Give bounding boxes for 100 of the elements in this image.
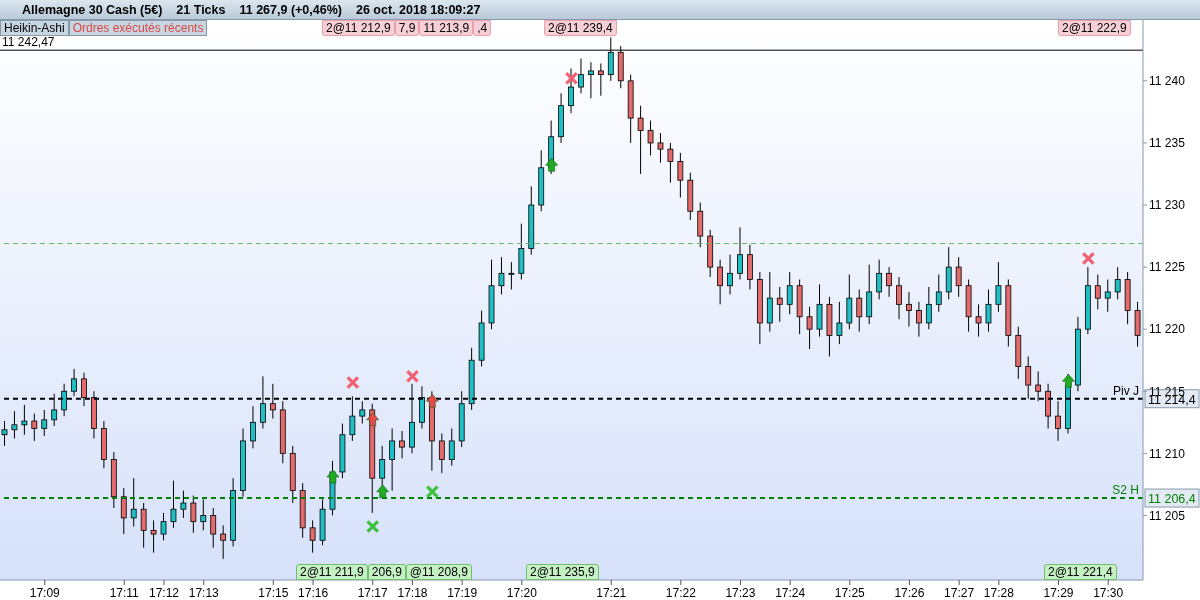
candlestick [11,410,18,439]
candlestick [717,259,724,305]
chart-title: Allemagne 30 Cash (5€) [22,2,163,17]
x-tick-label: 17:24 [775,586,806,600]
x-tick-label: 17:09 [29,586,61,600]
point [406,370,419,383]
candlestick [727,254,733,295]
ref-line-label: 11 242,47 [2,35,55,50]
candlestick [359,400,366,425]
annotation: 2@11 235,9 [526,564,599,580]
annotation: ,4 [473,20,492,36]
candlestick [896,276,902,320]
annotation: Heikin-Ashi [0,20,69,36]
candlestick [737,226,743,281]
x-tick-label: 17:18 [397,586,428,600]
y-tick-label: 11 220 [1149,322,1186,337]
point [376,484,389,499]
x-tick-label: 17:16 [298,586,329,600]
candlestick [647,120,654,156]
candlestick [588,61,594,99]
candlestick [170,480,177,529]
candlestick [667,142,674,184]
candlestick [916,301,922,338]
candlestick [379,445,386,487]
candlestick [498,256,505,295]
point [346,376,360,389]
point [1082,252,1095,265]
candlestick [637,105,644,175]
ref-line-label: Piv J [1112,383,1139,398]
x-tick-label: 17:20 [506,586,538,600]
annotation: 2@11 222,9 [1058,20,1131,36]
x-tick-label: 17:11 [109,586,140,600]
candlestick [438,432,445,474]
candlestick [568,67,574,114]
x-tick-label: 17:30 [1093,586,1124,600]
candlestick [71,368,77,397]
candlestick [220,524,227,560]
ref-line-label: S2 H [1112,483,1139,498]
x-tick-label: 17:29 [1043,586,1074,600]
candlestick [786,271,793,315]
x-tick-label: 17:23 [725,586,756,600]
annotation: 2@11 239,4 [544,20,617,36]
point [565,72,578,85]
candlestick [985,288,992,333]
candlestick [120,487,127,535]
annotation: 7,9 [394,20,420,36]
candlestick [41,409,48,437]
candlestick [389,428,396,492]
y-tick-label: 11 210 [1149,446,1186,461]
x-tick-label: 17:19 [447,586,478,600]
annotation: 11 213,9 [419,20,474,36]
candlestick [1,420,8,447]
candlestick [955,256,962,298]
annotation: 206,9 [367,564,406,580]
candlestick [190,495,197,534]
candlestick [508,261,515,290]
x-tick-label: 17:25 [834,586,866,600]
y-tick-label: 11 205 [1149,508,1186,523]
y-tick-label: 11 235 [1149,136,1186,151]
candlestick [935,274,942,313]
x-tick-label: 17:12 [148,586,180,600]
annotation: @11 208,9 [405,564,472,580]
candlestick [836,301,843,345]
candlestick [150,519,157,554]
candlestick [1104,279,1111,313]
x-tick-label: 17:28 [983,586,1015,600]
candlestick [21,404,28,436]
candlestick [180,490,187,519]
candlestick [906,291,912,328]
candlestick [1114,266,1121,300]
y-tick-label: 11 230 [1149,198,1186,213]
annotation: 2@11 211,9 [296,564,368,580]
candlestick [1094,274,1101,310]
candlestick [995,261,1002,313]
candlestick [876,259,883,300]
x-tick-label: 17:17 [357,586,389,600]
candlestick [856,288,863,333]
candlestick [806,306,813,350]
candlestick [677,152,684,199]
candlestick [309,519,316,554]
candlestick [130,477,137,528]
text: 21 Ticks [176,2,226,17]
candlestick [399,430,405,459]
text: 11 206,4 [1148,492,1196,507]
candlestick [925,286,932,330]
x-tick-label: 17:22 [665,586,697,600]
candlestick [975,303,982,338]
y-tick-label: 11 225 [1149,260,1186,275]
candlestick [210,507,217,549]
x-tick-label: 17:15 [258,586,289,600]
point [545,157,558,172]
annotation: Ordres exécutés récents [68,20,208,36]
candlestick [597,62,604,97]
text: 11 267,9 (+0,46%) [239,2,342,17]
x-tick-label: 17:27 [944,586,975,600]
candlestick [657,132,664,164]
candlestick [578,57,584,94]
point [1062,374,1075,388]
point [426,485,439,499]
point [366,412,380,427]
